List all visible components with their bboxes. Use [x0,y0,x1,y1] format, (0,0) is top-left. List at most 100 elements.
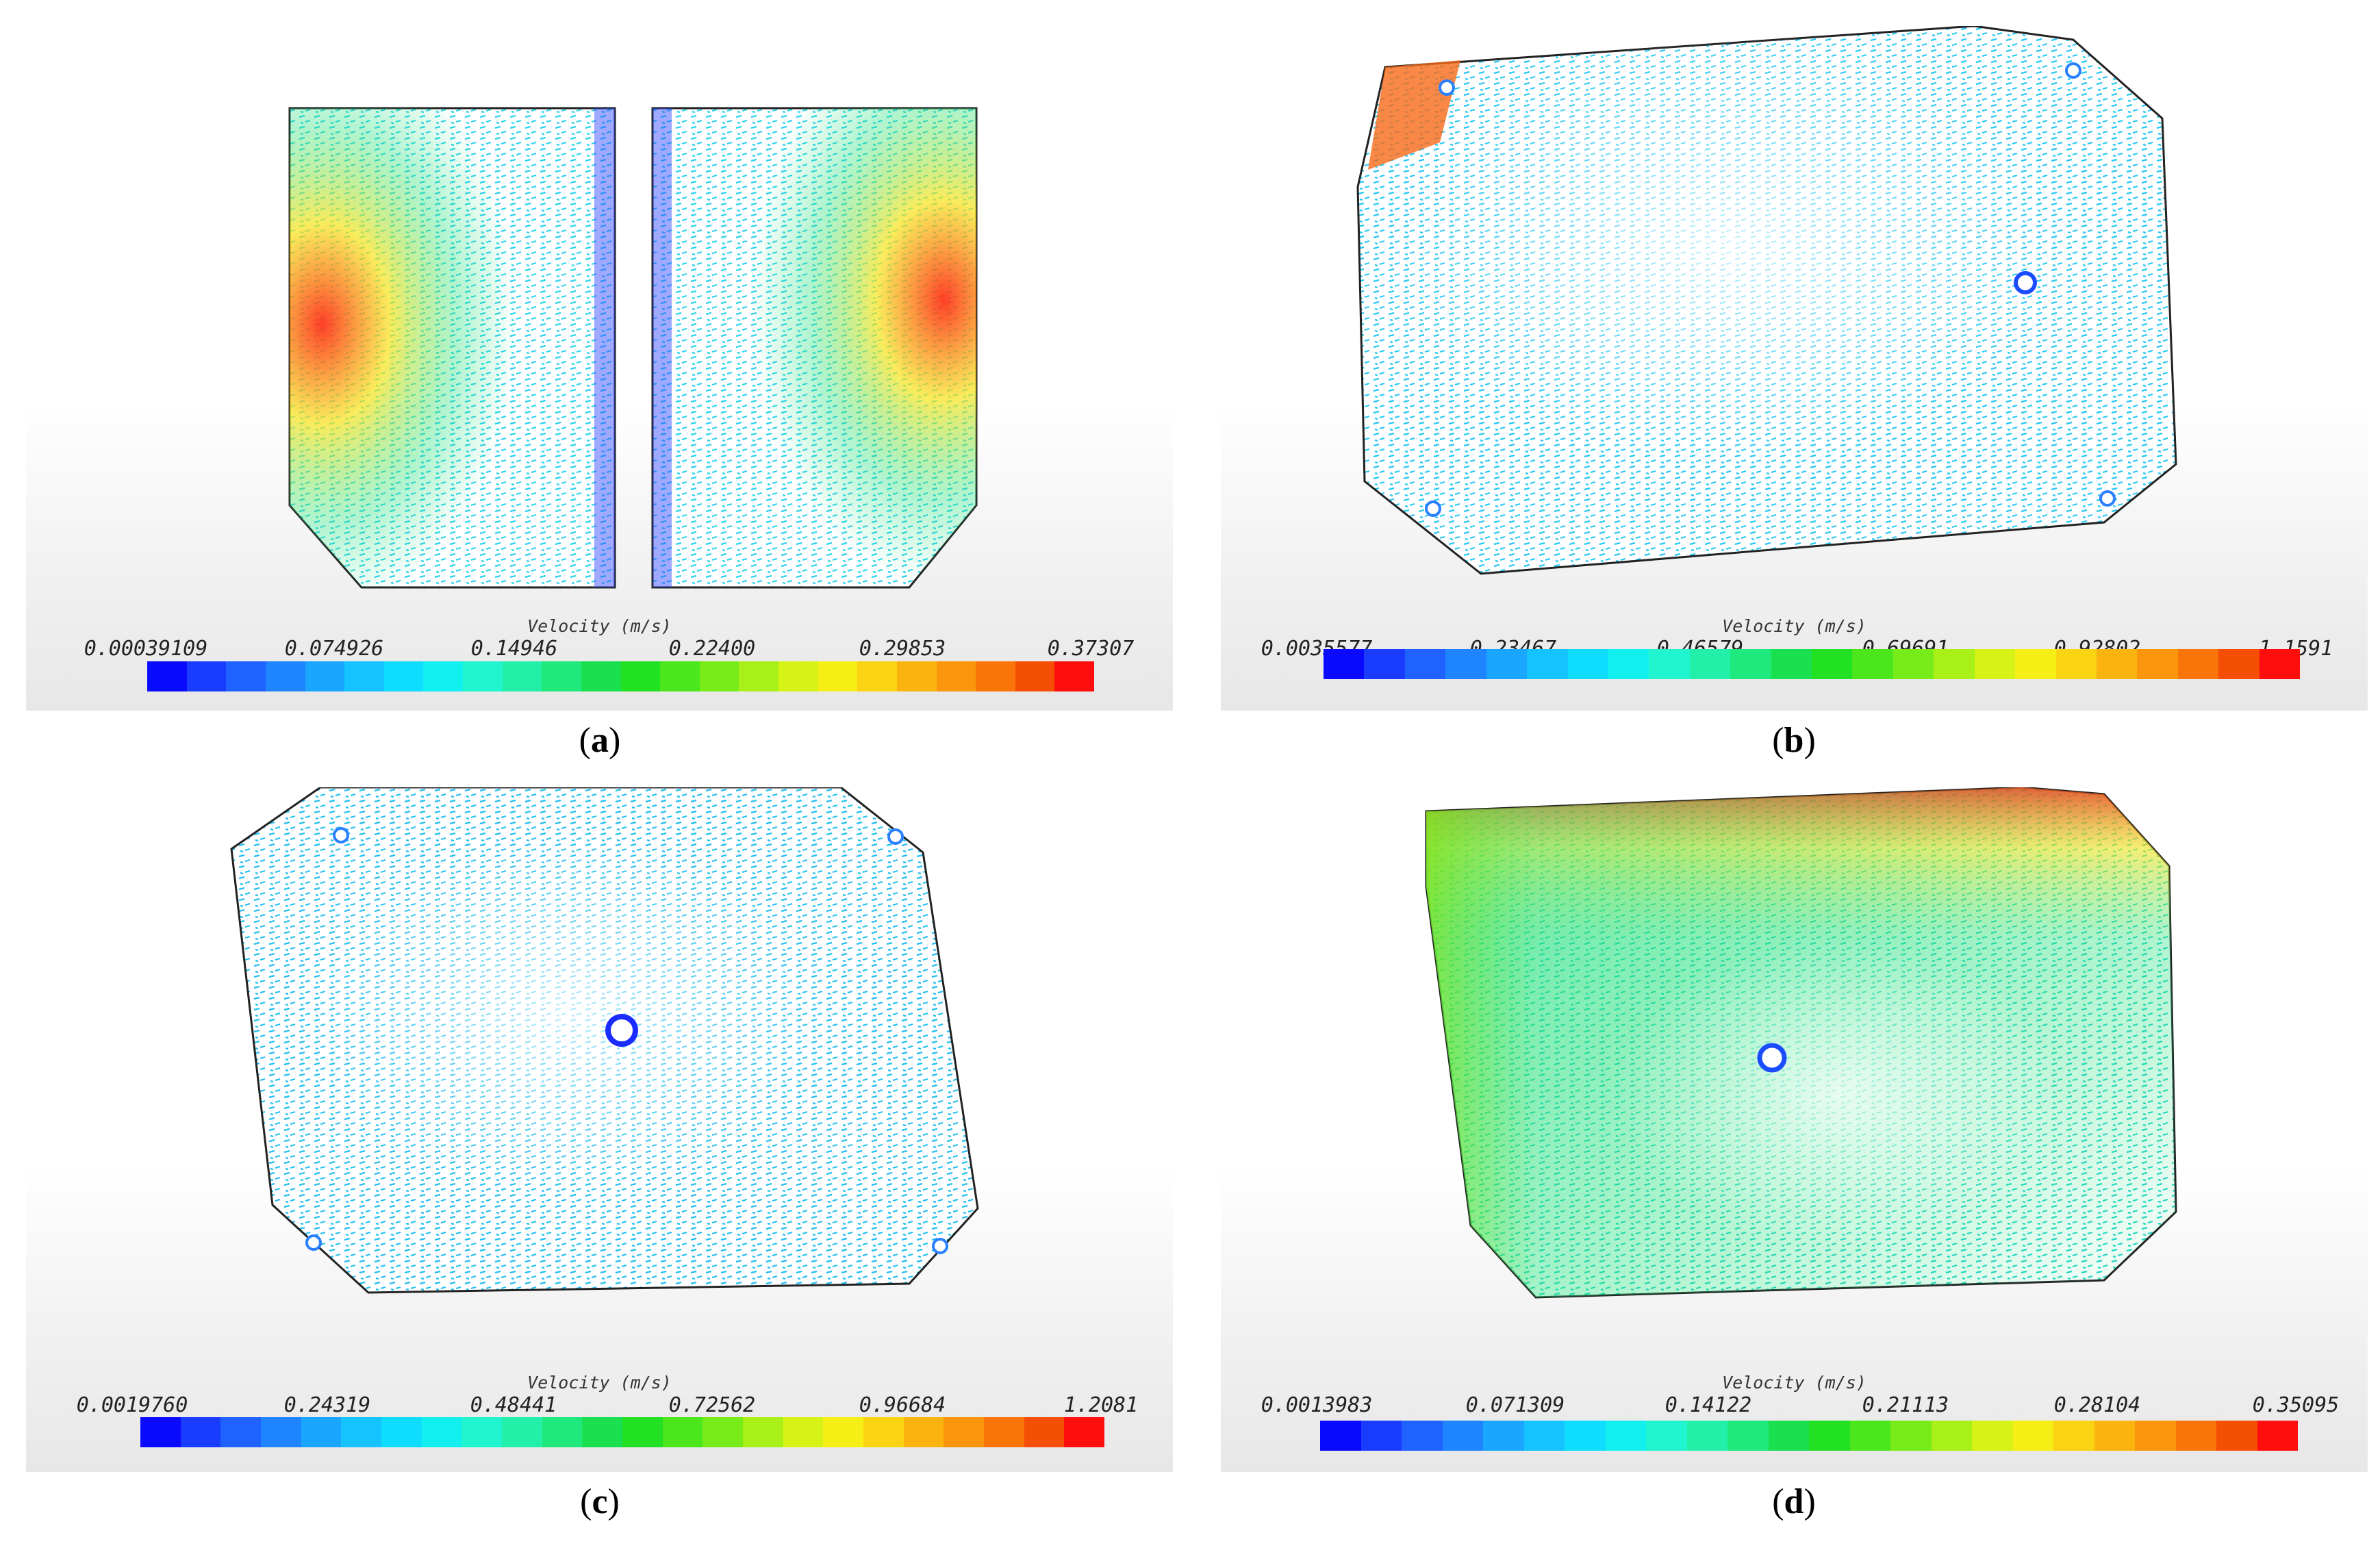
colorbar-segment [1015,661,1055,691]
colorbar-segment [863,1417,904,1447]
colorbar-segment [662,1417,703,1447]
colorbar-segment [1768,1421,1809,1451]
colorbar-segment [2218,649,2259,679]
colorbar-segment [660,661,700,691]
colorbar-segment [2259,649,2301,679]
tick-d-4: 0.28104 [2053,1393,2141,1417]
tick-c-4: 0.96684 [859,1393,946,1417]
colorbar-segment [1364,649,1405,679]
velocity-field-b [1356,26,2177,575]
colorbar-segment [622,1417,663,1447]
colorbar-segment [1730,649,1771,679]
caption-d: (d) [1772,1482,1816,1521]
panel-c: Velocity (m/s) 0.0019760 0.24319 0.48441… [26,787,1173,1472]
colorbar-segment [421,1417,462,1447]
tick-d-2: 0.14122 [1664,1393,1752,1417]
colorbar-segment [1974,649,2016,679]
colorbar-segment [381,1417,422,1447]
tick-a-3: 0.22400 [668,637,756,661]
colorbar-segment [896,661,937,691]
caption-a: (a) [579,721,621,760]
colorbar-segment [702,1417,744,1447]
panel-a: Velocity (m/s) 0.00039109 0.074926 0.149… [26,26,1173,711]
colorbar-segment [461,1417,503,1447]
tank-left-a [288,107,616,589]
colorbar-segment [581,661,621,691]
colorbar-segment [341,1417,382,1447]
legend-title-c: Velocity (m/s) [527,1373,672,1393]
colorbar-segment [2012,1421,2053,1451]
colorbar-segment [1934,649,1975,679]
colorbar-segment [1445,649,1486,679]
tick-c-0: 0.0019760 [76,1393,188,1417]
colorbar-segment [265,661,305,691]
colorbar-segment [2053,1421,2094,1451]
colorbar-segment [783,1417,824,1447]
outlet-hole-d [1757,1043,1787,1073]
colorbar-segment [502,1417,542,1447]
tick-a-0: 0.00039109 [84,637,208,661]
tick-a-2: 0.14946 [470,637,558,661]
colorbar-segment [261,1417,301,1447]
colorbar-segment [1486,649,1528,679]
colorbar-segment [1689,649,1731,679]
colorbar-segment [305,661,345,691]
colorbar-segment [984,1417,1024,1447]
tick-a-4: 0.29853 [859,637,946,661]
colorbar-segment [220,1417,262,1447]
colorbar-segment [344,661,384,691]
colorbar-segment [1527,649,1568,679]
legend-title-d: Velocity (m/s) [1722,1373,1866,1393]
colorbar-segment [2175,1421,2216,1451]
outlet-hole-c [605,1014,638,1047]
colorbar-segment [1064,1417,1105,1447]
colorbar-segment [2097,649,2138,679]
colorbar-segment [1442,1421,1483,1451]
colorbar-segment [1565,1421,1606,1451]
colorbar-segment [1608,649,1649,679]
colorbar-segment [743,1417,783,1447]
colorbar-segment [1360,1421,1402,1451]
colorbar-segment [976,661,1015,691]
colorbar-c [140,1417,1105,1447]
colorbar-segment [2094,1421,2135,1451]
colorbar-segment [1567,649,1608,679]
colorbar-segment [542,661,581,691]
caption-c: (c) [580,1482,620,1521]
tick-c-3: 0.72562 [668,1393,756,1417]
colorbar-segment [2177,649,2219,679]
colorbar-segment [542,1417,583,1447]
colorbar-segment [1320,1421,1361,1451]
colorbar-segment [1931,1421,1972,1451]
colorbar-segment [180,1417,221,1447]
colorbar-segment [823,1417,864,1447]
colorbar-segment [1771,649,1812,679]
colorbar-segment [186,661,227,691]
caption-b: (b) [1772,721,1816,760]
colorbar-segment [778,661,818,691]
colorbar-segment [2257,1421,2298,1451]
outlet-hole-b [2014,271,2037,294]
velocity-field-a [288,107,978,589]
colorbar-segment [502,661,542,691]
colorbar-segment [226,661,266,691]
velocity-field-d [1425,787,2177,1299]
colorbar-segment [944,1417,985,1447]
legend-title-a: Velocity (m/s) [527,616,672,636]
colorbar-segment [423,661,463,691]
colorbar-segment [1523,1421,1565,1451]
colorbar-segment [903,1417,944,1447]
colorbar-segment [1809,1421,1850,1451]
colorbar-segment [1812,649,1853,679]
colorbar-segment [936,661,976,691]
colorbar-segment [1890,1421,1932,1451]
colorbar-segment [140,1417,181,1447]
colorbar-segment [1686,1421,1727,1451]
legend-title-b: Velocity (m/s) [1722,616,1866,636]
colorbar-d [1320,1421,2298,1451]
colorbar-segment [1605,1421,1646,1451]
colorbar-segment [1402,1421,1443,1451]
velocity-field-c [230,787,979,1294]
colorbar-segment [1852,649,1893,679]
tank-right-a [651,107,978,589]
